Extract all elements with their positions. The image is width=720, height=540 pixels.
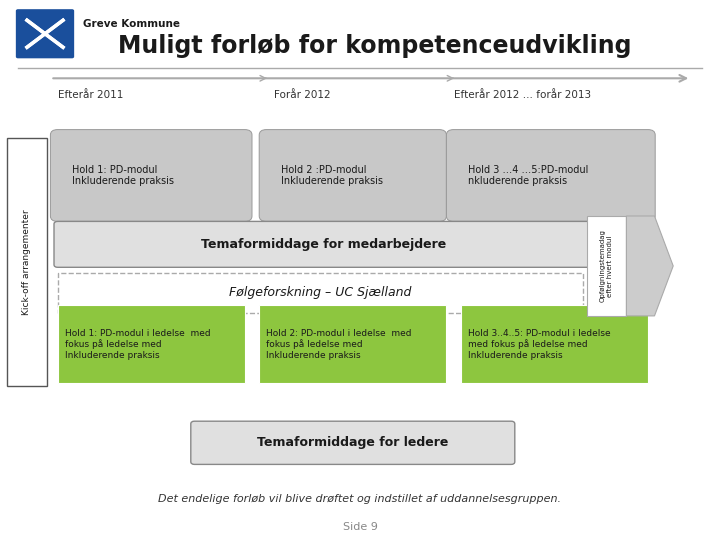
FancyBboxPatch shape bbox=[191, 421, 515, 464]
Text: Efterår 2012 … forår 2013: Efterår 2012 … forår 2013 bbox=[454, 90, 590, 99]
FancyBboxPatch shape bbox=[54, 221, 652, 267]
FancyBboxPatch shape bbox=[50, 130, 252, 221]
Text: Side 9: Side 9 bbox=[343, 522, 377, 531]
Text: Efterår 2011: Efterår 2011 bbox=[58, 90, 123, 99]
FancyBboxPatch shape bbox=[16, 9, 74, 58]
FancyBboxPatch shape bbox=[259, 305, 446, 383]
Text: Temaformiddage for medarbejdere: Temaformiddage for medarbejdere bbox=[202, 238, 446, 251]
Text: Følgeforskning – UC Sjælland: Følgeforskning – UC Sjælland bbox=[229, 286, 412, 300]
FancyBboxPatch shape bbox=[461, 305, 648, 383]
Text: Temaformiddage for ledere: Temaformiddage for ledere bbox=[257, 436, 449, 449]
Text: Forår 2012: Forår 2012 bbox=[274, 90, 330, 99]
Text: Hold 2 :PD-modul
Inkluderende praksis: Hold 2 :PD-modul Inkluderende praksis bbox=[281, 165, 383, 186]
Polygon shape bbox=[626, 216, 673, 316]
FancyBboxPatch shape bbox=[58, 273, 583, 313]
Text: Det endelige forløb vil blive drøftet og indstillet af uddannelsesgruppen.: Det endelige forløb vil blive drøftet og… bbox=[158, 495, 562, 504]
Text: Hold 1: PD-modul
Inkluderende praksis: Hold 1: PD-modul Inkluderende praksis bbox=[72, 165, 174, 186]
FancyBboxPatch shape bbox=[58, 305, 245, 383]
Text: Kick-off arrangementer: Kick-off arrangementer bbox=[22, 209, 32, 315]
FancyBboxPatch shape bbox=[446, 130, 655, 221]
Text: Hold 3 …4 …5:PD-modul
nkluderende praksis: Hold 3 …4 …5:PD-modul nkluderende praksi… bbox=[468, 165, 588, 186]
Text: Muligt forløb for kompetenceudvikling: Muligt forløb for kompetenceudvikling bbox=[117, 34, 631, 58]
Text: Hold 1: PD-modul i ledelse  med
fokus på ledelse med
Inkluderende praksis: Hold 1: PD-modul i ledelse med fokus på … bbox=[65, 329, 210, 360]
Text: Hold 3..4..5: PD-modul i ledelse
med fokus på ledelse med
Inkluderende praksis: Hold 3..4..5: PD-modul i ledelse med fok… bbox=[468, 329, 611, 360]
Text: Hold 2: PD-modul i ledelse  med
fokus på ledelse med
Inkluderende praksis: Hold 2: PD-modul i ledelse med fokus på … bbox=[266, 329, 412, 360]
FancyBboxPatch shape bbox=[7, 138, 47, 386]
FancyBboxPatch shape bbox=[259, 130, 446, 221]
FancyBboxPatch shape bbox=[587, 216, 626, 316]
Text: Greve Kommune: Greve Kommune bbox=[83, 19, 180, 29]
Text: Opfølgningstemadag
efter hvert modul: Opfølgningstemadag efter hvert modul bbox=[600, 230, 613, 302]
